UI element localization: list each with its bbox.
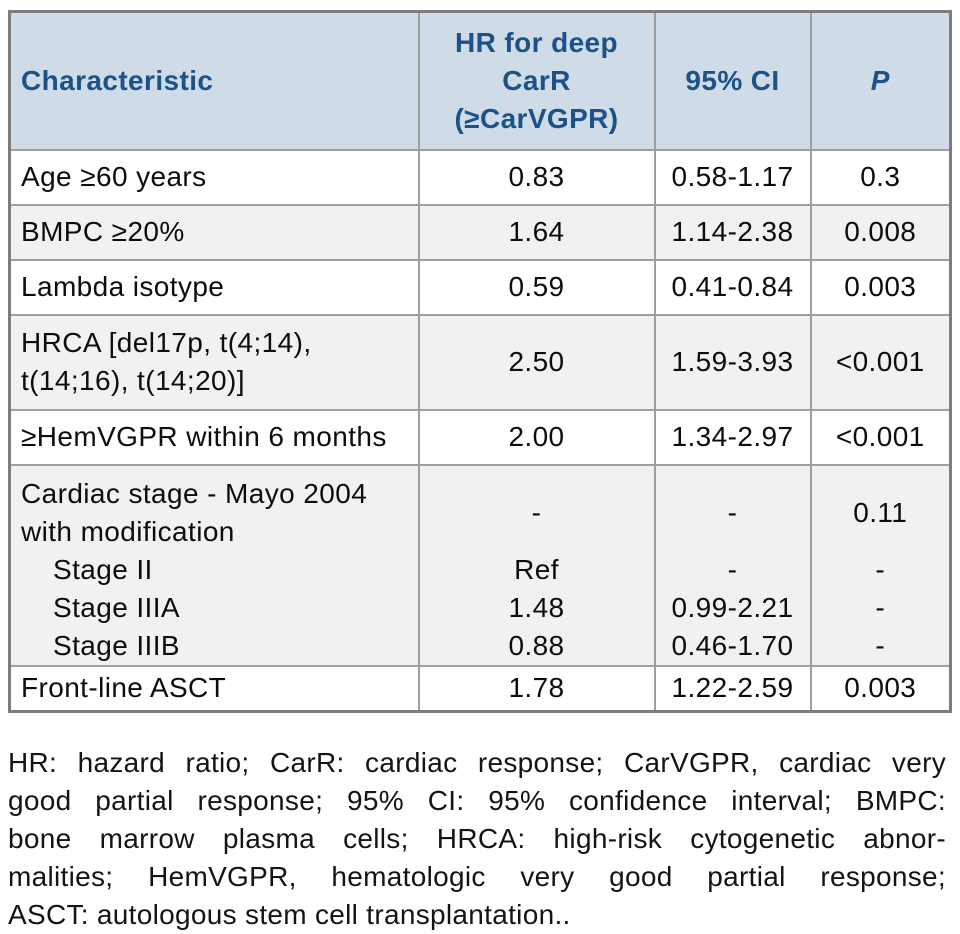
- header-hr-deep-carr: HR for deep CarR (≥CarVGPR): [417, 10, 656, 151]
- hazard-ratio-table-container: Characteristic HR for deep CarR (≥CarVGP…: [8, 10, 952, 713]
- row-hr-value: 2.00: [417, 408, 656, 466]
- row-label-line2: t(14;16), t(14;20)]: [21, 365, 245, 396]
- cardiac-p-stage3b: -: [875, 629, 886, 661]
- row-label: Front-line ASCT: [8, 664, 420, 713]
- row-p-value: 0.003: [809, 664, 952, 713]
- hazard-ratio-table: Characteristic HR for deep CarR (≥CarVGP…: [8, 10, 952, 713]
- row-label-line1: HRCA [del17p, t(4;14),: [21, 327, 312, 358]
- table-row-age: Age ≥60 years 0.83 0.58-1.17 0.3: [8, 148, 952, 206]
- cardiac-ci-stage2: -: [727, 553, 738, 585]
- abbreviations-footnote: HR: hazard ratio; CarR: cardiac response…: [8, 744, 946, 934]
- table-header-row: Characteristic HR for deep CarR (≥CarVGP…: [8, 10, 952, 151]
- row-ci-value: 1.22-2.59: [653, 664, 812, 713]
- row-ci-value: 1.14-2.38: [653, 203, 812, 261]
- table-row-lambda: Lambda isotype 0.59 0.41-0.84 0.003: [8, 258, 952, 316]
- cardiac-sub-label-stage3a: Stage IIIA: [53, 591, 180, 623]
- footnote-line: good partial response; 95% CI: 95% confi…: [8, 785, 946, 816]
- row-p-value: 0.11 - - -: [809, 463, 952, 667]
- row-ci-value: 0.58-1.17: [653, 148, 812, 206]
- table-row-asct: Front-line ASCT 1.78 1.22-2.59 0.003: [8, 664, 952, 713]
- row-hr-value: 1.78: [417, 664, 656, 713]
- cardiac-sub-label-stage3b: Stage IIIB: [53, 629, 180, 661]
- row-label: ≥HemVGPR within 6 months: [8, 408, 420, 466]
- cardiac-label-line2: with modification: [21, 515, 235, 547]
- cardiac-hr-main: -: [531, 496, 542, 528]
- cardiac-p-main: 0.11: [853, 496, 908, 528]
- row-p-value: 0.008: [809, 203, 952, 261]
- table-row-hemvgpr: ≥HemVGPR within 6 months 2.00 1.34-2.97 …: [8, 408, 952, 466]
- row-label: Age ≥60 years: [8, 148, 420, 206]
- header-hr-line1: HR for deep: [454, 26, 619, 58]
- footnote-line: HR: hazard ratio; CarR: cardiac response…: [8, 747, 946, 778]
- cardiac-hr-stage3b: 0.88: [508, 629, 565, 661]
- cardiac-ci-stage3a: 0.99-2.21: [671, 591, 794, 623]
- footnote-line: bone marrow plasma cells; HRCA: high-ris…: [8, 823, 946, 854]
- row-p-value: <0.001: [809, 313, 952, 411]
- cardiac-sub-label-stage2: Stage II: [53, 553, 153, 585]
- header-95ci: 95% CI: [653, 10, 812, 151]
- row-hr-value: 1.64: [417, 203, 656, 261]
- row-p-value: <0.001: [809, 408, 952, 466]
- row-hr-value: 2.50: [417, 313, 656, 411]
- footnote-line: ASCT: autologous stem cell transplantati…: [8, 899, 571, 930]
- cardiac-label-line1: Cardiac stage - Mayo 2004: [21, 477, 368, 509]
- row-label: BMPC ≥20%: [8, 203, 420, 261]
- footnote-line: malities; HemVGPR, hematologic very good…: [8, 861, 946, 892]
- cardiac-p-stage2: -: [875, 553, 886, 585]
- row-hr-value: - Ref 1.48 0.88: [417, 463, 656, 667]
- row-ci-value: - - 0.99-2.21 0.46-1.70: [653, 463, 812, 667]
- row-label: HRCA [del17p, t(4;14), t(14;16), t(14;20…: [8, 313, 420, 411]
- header-hr-line3: (≥CarVGPR): [454, 102, 619, 134]
- row-hr-value: 0.59: [417, 258, 656, 316]
- cardiac-p-stage3a: -: [875, 591, 886, 623]
- table-row-bmpc: BMPC ≥20% 1.64 1.14-2.38 0.008: [8, 203, 952, 261]
- header-p-value: P: [809, 10, 952, 151]
- row-label: Lambda isotype: [8, 258, 420, 316]
- cardiac-ci-stage3b: 0.46-1.70: [671, 629, 794, 661]
- cardiac-hr-stage3a: 1.48: [508, 591, 565, 623]
- row-label: Cardiac stage - Mayo 2004 with modificat…: [8, 463, 420, 667]
- cardiac-ci-main: -: [727, 496, 738, 528]
- row-ci-value: 1.34-2.97: [653, 408, 812, 466]
- cardiac-hr-stage2: Ref: [514, 553, 559, 585]
- row-ci-value: 1.59-3.93: [653, 313, 812, 411]
- header-characteristic: Characteristic: [8, 10, 420, 151]
- row-hr-value: 0.83: [417, 148, 656, 206]
- row-ci-value: 0.41-0.84: [653, 258, 812, 316]
- table-row-hrca: HRCA [del17p, t(4;14), t(14;16), t(14;20…: [8, 313, 952, 411]
- row-p-value: 0.003: [809, 258, 952, 316]
- table-row-cardiac-stage: Cardiac stage - Mayo 2004 with modificat…: [8, 463, 952, 667]
- row-p-value: 0.3: [809, 148, 952, 206]
- header-hr-line2: CarR: [502, 64, 571, 96]
